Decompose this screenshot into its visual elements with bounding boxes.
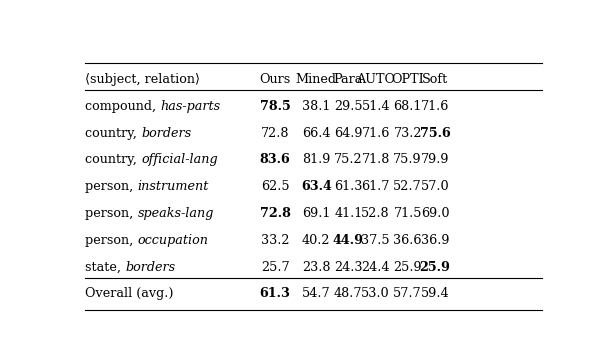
Text: 75.2: 75.2 bbox=[334, 153, 362, 166]
Text: 75.9: 75.9 bbox=[393, 153, 422, 166]
Text: 81.9: 81.9 bbox=[302, 153, 330, 166]
Text: 44.9: 44.9 bbox=[333, 234, 364, 247]
Text: 79.9: 79.9 bbox=[421, 153, 449, 166]
Text: 66.4: 66.4 bbox=[302, 127, 331, 139]
Text: 48.7: 48.7 bbox=[334, 287, 362, 300]
Text: 36.9: 36.9 bbox=[421, 234, 449, 247]
Text: compound,: compound, bbox=[85, 100, 161, 113]
Text: borders: borders bbox=[141, 127, 192, 139]
Text: AUTO: AUTO bbox=[356, 73, 395, 86]
Text: 63.4: 63.4 bbox=[301, 180, 332, 193]
Text: 68.1: 68.1 bbox=[393, 100, 422, 113]
Text: 52.8: 52.8 bbox=[361, 207, 390, 220]
Text: speaks-lang: speaks-lang bbox=[137, 207, 214, 220]
Text: 71.8: 71.8 bbox=[362, 153, 390, 166]
Text: official-lang: official-lang bbox=[141, 153, 218, 166]
Text: 23.8: 23.8 bbox=[302, 261, 331, 274]
Text: 33.2: 33.2 bbox=[261, 234, 289, 247]
Text: 38.1: 38.1 bbox=[302, 100, 330, 113]
Text: 69.1: 69.1 bbox=[302, 207, 330, 220]
Text: country,: country, bbox=[85, 153, 141, 166]
Text: 54.7: 54.7 bbox=[302, 287, 331, 300]
Text: country,: country, bbox=[85, 127, 141, 139]
Text: 53.0: 53.0 bbox=[361, 287, 390, 300]
Text: 57.7: 57.7 bbox=[393, 287, 422, 300]
Text: Ours: Ours bbox=[260, 73, 291, 86]
Text: 83.6: 83.6 bbox=[260, 153, 291, 166]
Text: Para: Para bbox=[334, 73, 363, 86]
Text: 72.8: 72.8 bbox=[260, 207, 291, 220]
Text: 62.5: 62.5 bbox=[261, 180, 289, 193]
Text: 61.7: 61.7 bbox=[362, 180, 390, 193]
Text: 72.8: 72.8 bbox=[261, 127, 289, 139]
Text: 71.6: 71.6 bbox=[421, 100, 449, 113]
Text: state,: state, bbox=[85, 261, 125, 274]
Text: occupation: occupation bbox=[137, 234, 209, 247]
Text: person,: person, bbox=[85, 180, 137, 193]
Text: Overall (avg.): Overall (avg.) bbox=[85, 287, 174, 300]
Text: 57.0: 57.0 bbox=[421, 180, 449, 193]
Text: 40.2: 40.2 bbox=[302, 234, 331, 247]
Text: 64.9: 64.9 bbox=[334, 127, 362, 139]
Text: 25.9: 25.9 bbox=[393, 261, 422, 274]
Text: 59.4: 59.4 bbox=[421, 287, 449, 300]
Text: 24.3: 24.3 bbox=[334, 261, 362, 274]
Text: 75.6: 75.6 bbox=[420, 127, 451, 139]
Text: 41.1: 41.1 bbox=[334, 207, 362, 220]
Text: has-parts: has-parts bbox=[161, 100, 221, 113]
Text: 25.9: 25.9 bbox=[420, 261, 451, 274]
Text: 36.6: 36.6 bbox=[393, 234, 422, 247]
Text: 52.7: 52.7 bbox=[393, 180, 422, 193]
Text: 71.5: 71.5 bbox=[393, 207, 422, 220]
Text: instrument: instrument bbox=[137, 180, 209, 193]
Text: ⟨subject, relation⟩: ⟨subject, relation⟩ bbox=[85, 73, 201, 86]
Text: OPTI: OPTI bbox=[392, 73, 424, 86]
Text: 37.5: 37.5 bbox=[361, 234, 390, 247]
Text: Mined: Mined bbox=[295, 73, 337, 86]
Text: person,: person, bbox=[85, 234, 137, 247]
Text: 29.5: 29.5 bbox=[334, 100, 362, 113]
Text: 25.7: 25.7 bbox=[261, 261, 289, 274]
Text: 71.6: 71.6 bbox=[362, 127, 390, 139]
Text: 61.3: 61.3 bbox=[260, 287, 291, 300]
Text: borders: borders bbox=[125, 261, 176, 274]
Text: Soft: Soft bbox=[422, 73, 448, 86]
Text: person,: person, bbox=[85, 207, 137, 220]
Text: 73.2: 73.2 bbox=[393, 127, 422, 139]
Text: 61.3: 61.3 bbox=[334, 180, 362, 193]
Text: 51.4: 51.4 bbox=[361, 100, 390, 113]
Text: 24.4: 24.4 bbox=[361, 261, 390, 274]
Text: 69.0: 69.0 bbox=[421, 207, 449, 220]
Text: 78.5: 78.5 bbox=[260, 100, 291, 113]
